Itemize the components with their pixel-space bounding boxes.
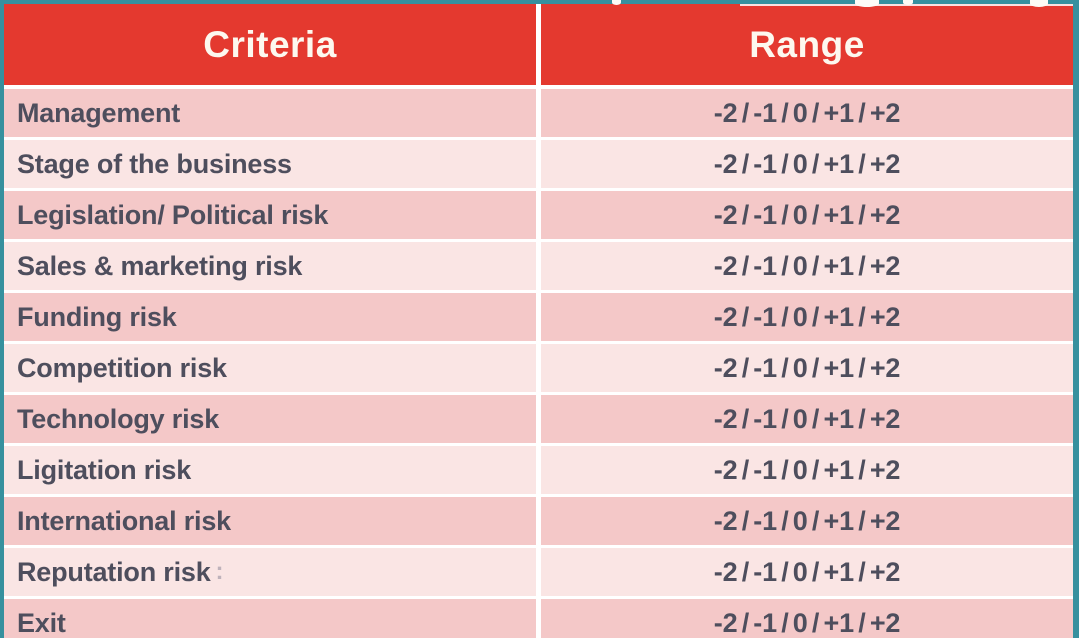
cropped-text-artifact: [1030, 0, 1048, 7]
table-row: Management -2 / -1 / 0 / +1 / +2: [4, 89, 1073, 137]
criteria-cell: Legislation/ Political risk: [4, 191, 536, 239]
criteria-label: Competition risk: [17, 352, 227, 383]
column-divider: [536, 344, 541, 392]
criteria-label: International risk: [17, 505, 231, 536]
table-row: Funding risk -2 / -1 / 0 / +1 / +2: [4, 293, 1073, 341]
header-cell-range: Range: [541, 4, 1073, 85]
table-row: Sales & marketing risk -2 / -1 / 0 / +1 …: [4, 242, 1073, 290]
criteria-cell: Sales & marketing risk: [4, 242, 536, 290]
criteria-cell: Technology risk: [4, 395, 536, 443]
column-divider: [536, 497, 541, 545]
column-divider: [536, 293, 541, 341]
criteria-label: Management: [17, 97, 181, 128]
stray-colon-artifact: :: [215, 558, 224, 585]
criteria-label: Reputation risk: [17, 556, 211, 587]
criteria-label: Sales & marketing risk: [17, 250, 303, 281]
column-divider: [536, 395, 541, 443]
range-value: -2 / -1 / 0 / +1 / +2: [713, 607, 901, 638]
range-cell: -2 / -1 / 0 / +1 / +2: [541, 242, 1073, 290]
table-header-row: Criteria Range: [4, 4, 1073, 85]
cropped-text-artifact: [855, 0, 879, 7]
range-cell: -2 / -1 / 0 / +1 / +2: [541, 293, 1073, 341]
range-value: -2 / -1 / 0 / +1 / +2: [713, 352, 901, 383]
table-row: Stage of the business -2 / -1 / 0 / +1 /…: [4, 140, 1073, 188]
criteria-cell: International risk: [4, 497, 536, 545]
slide-frame-top: [0, 0, 1079, 4]
criteria-cell: Competition risk: [4, 344, 536, 392]
range-cell: -2 / -1 / 0 / +1 / +2: [541, 344, 1073, 392]
criteria-label: Ligitation risk: [17, 454, 192, 485]
range-value: -2 / -1 / 0 / +1 / +2: [713, 250, 901, 281]
criteria-label: Exit: [17, 607, 66, 638]
range-value: -2 / -1 / 0 / +1 / +2: [713, 301, 901, 332]
table-row: International risk -2 / -1 / 0 / +1 / +2: [4, 497, 1073, 545]
criteria-cell: Management: [4, 89, 536, 137]
cropped-text-artifact: [903, 0, 913, 5]
column-divider: [536, 446, 541, 494]
criteria-cell: Ligitation risk: [4, 446, 536, 494]
table-row: Ligitation risk -2 / -1 / 0 / +1 / +2: [4, 446, 1073, 494]
range-value: -2 / -1 / 0 / +1 / +2: [713, 97, 901, 128]
range-cell: -2 / -1 / 0 / +1 / +2: [541, 89, 1073, 137]
table-row: Reputation risk : -2 / -1 / 0 / +1 / +2: [4, 548, 1073, 596]
column-divider: [536, 89, 541, 137]
risk-criteria-table: Criteria Range Management -2 / -1 / 0 / …: [4, 4, 1073, 638]
criteria-header-label: Criteria: [203, 23, 337, 65]
table-body: Management -2 / -1 / 0 / +1 / +2 Stage o…: [4, 89, 1073, 638]
range-header-label: Range: [749, 23, 865, 65]
slide-frame-left: [0, 0, 4, 638]
column-divider: [536, 242, 541, 290]
range-cell: -2 / -1 / 0 / +1 / +2: [541, 599, 1073, 638]
range-cell: -2 / -1 / 0 / +1 / +2: [541, 395, 1073, 443]
column-divider: [536, 140, 541, 188]
criteria-label: Funding risk: [17, 301, 177, 332]
column-divider: [536, 599, 541, 638]
table-row: Exit -2 / -1 / 0 / +1 / +2: [4, 599, 1073, 638]
range-value: -2 / -1 / 0 / +1 / +2: [713, 556, 901, 587]
table-row: Technology risk -2 / -1 / 0 / +1 / +2: [4, 395, 1073, 443]
cropped-text-artifact: [612, 0, 621, 5]
range-value: -2 / -1 / 0 / +1 / +2: [713, 148, 901, 179]
range-cell: -2 / -1 / 0 / +1 / +2: [541, 446, 1073, 494]
table-row: Competition risk -2 / -1 / 0 / +1 / +2: [4, 344, 1073, 392]
criteria-cell: Exit: [4, 599, 536, 638]
criteria-cell: Funding risk: [4, 293, 536, 341]
range-cell: -2 / -1 / 0 / +1 / +2: [541, 140, 1073, 188]
criteria-label: Stage of the business: [17, 148, 292, 179]
range-value: -2 / -1 / 0 / +1 / +2: [713, 403, 901, 434]
table-row: Legislation/ Political risk -2 / -1 / 0 …: [4, 191, 1073, 239]
criteria-label: Legislation/ Political risk: [17, 199, 329, 230]
slide-frame-right: [1073, 0, 1079, 638]
column-divider: [536, 548, 541, 596]
header-cell-criteria: Criteria: [4, 4, 536, 85]
column-divider: [536, 4, 541, 85]
range-cell: -2 / -1 / 0 / +1 / +2: [541, 191, 1073, 239]
range-value: -2 / -1 / 0 / +1 / +2: [713, 199, 901, 230]
criteria-cell: Stage of the business: [4, 140, 536, 188]
criteria-cell: Reputation risk :: [4, 548, 536, 596]
range-cell: -2 / -1 / 0 / +1 / +2: [541, 548, 1073, 596]
range-value: -2 / -1 / 0 / +1 / +2: [713, 505, 901, 536]
column-divider: [536, 191, 541, 239]
range-cell: -2 / -1 / 0 / +1 / +2: [541, 497, 1073, 545]
range-value: -2 / -1 / 0 / +1 / +2: [713, 454, 901, 485]
cropped-text-artifact: [740, 4, 1073, 6]
criteria-label: Technology risk: [17, 403, 220, 434]
